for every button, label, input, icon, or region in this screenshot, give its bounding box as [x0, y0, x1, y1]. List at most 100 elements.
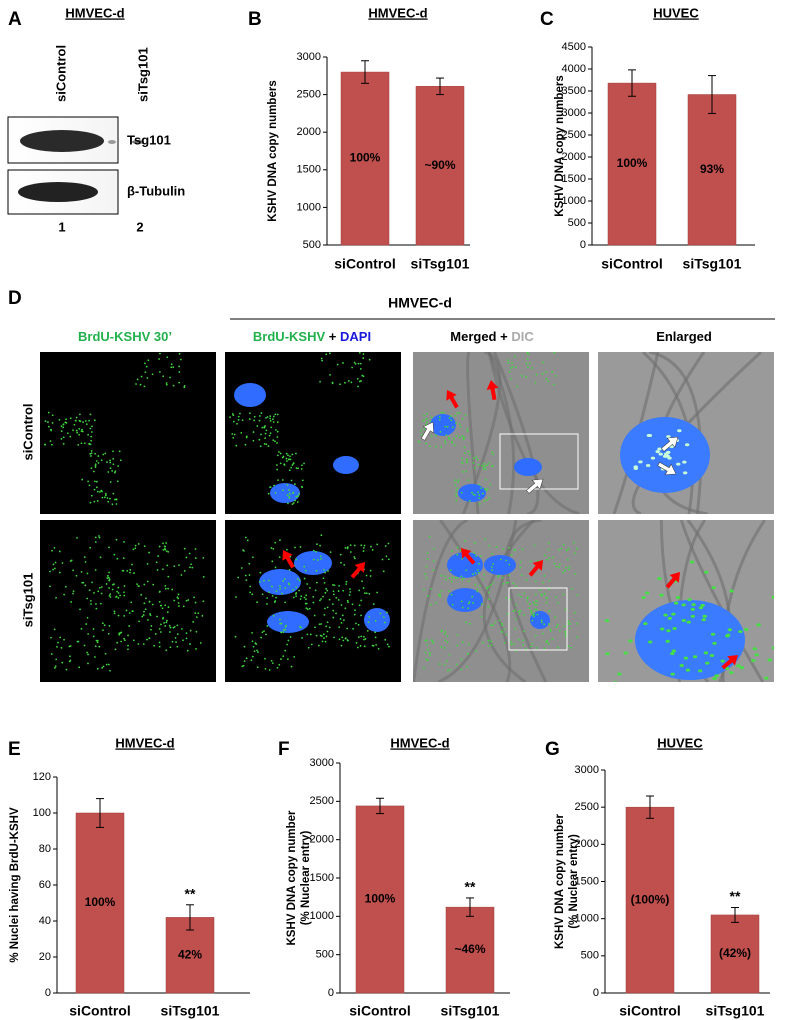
nucleus	[294, 551, 332, 575]
bar	[340, 71, 390, 246]
virus-dot	[771, 595, 774, 599]
virus-dot	[545, 601, 548, 604]
virus-dot	[281, 592, 283, 595]
virus-dot	[62, 423, 65, 426]
virus-dot	[68, 660, 71, 663]
virus-dot	[467, 653, 470, 655]
virus-dot	[502, 582, 505, 585]
virus-dot	[94, 541, 97, 543]
virus-dot	[463, 452, 466, 455]
virus-dot	[488, 497, 490, 499]
virus-dot	[702, 614, 707, 618]
virus-dot	[576, 594, 579, 597]
virus-dot	[466, 461, 468, 463]
virus-dot	[429, 420, 432, 422]
virus-dot	[279, 452, 282, 455]
virus-dot	[540, 619, 543, 622]
virus-dot	[234, 635, 237, 638]
virus-dot	[455, 499, 458, 502]
virus-dot	[99, 602, 102, 605]
virus-dot	[251, 593, 254, 596]
virus-dot	[70, 601, 73, 603]
virus-dot	[241, 419, 244, 422]
virus-dot	[542, 581, 545, 584]
virus-dot	[473, 467, 476, 469]
virus-dot	[149, 613, 151, 615]
virus-dot	[274, 440, 276, 443]
virus-dot	[341, 636, 344, 639]
virus-dot	[87, 433, 90, 436]
virus-dot	[338, 626, 341, 629]
virus-dot	[613, 681, 618, 682]
virus-dot	[509, 367, 512, 369]
virus-dot	[471, 573, 474, 576]
virus-dot	[478, 502, 481, 505]
virus-dot	[543, 554, 546, 557]
virus-dot	[319, 380, 321, 383]
virus-dot	[100, 489, 103, 492]
virus-dot	[561, 571, 564, 574]
virus-dot	[452, 437, 455, 440]
virus-dot	[294, 483, 296, 485]
virus-dot	[484, 468, 487, 471]
nucleus	[333, 456, 359, 474]
virus-dot	[463, 446, 466, 449]
virus-dot	[514, 603, 517, 606]
virus-dot	[666, 699, 670, 702]
virus-dot	[282, 629, 285, 631]
virus-dot	[468, 580, 470, 583]
virus-dot	[253, 419, 255, 422]
virus-dot	[324, 640, 327, 643]
virus-dot	[172, 384, 175, 387]
virus-dot	[93, 591, 95, 594]
virus-dot	[108, 594, 111, 597]
virus-dot	[729, 589, 734, 593]
virus-dot	[752, 647, 757, 651]
virus-dot	[375, 643, 378, 646]
virus-dot	[199, 642, 202, 644]
y-tick-label: 0	[328, 987, 334, 999]
virus-dot	[276, 666, 279, 669]
virus-dot	[86, 572, 89, 575]
virus-dot	[256, 666, 259, 669]
virus-dot	[425, 565, 428, 568]
panel-letter: B	[248, 9, 262, 30]
virus-dot	[159, 623, 162, 626]
virus-dot	[361, 374, 364, 377]
virus-dot	[49, 585, 51, 588]
micrograph-bg	[40, 520, 216, 682]
virus-dot	[64, 421, 67, 424]
virus-dot	[687, 598, 692, 602]
virus-dot	[276, 421, 279, 424]
virus-dot	[139, 383, 142, 386]
virus-dot	[108, 579, 111, 582]
virus-dot	[488, 585, 491, 588]
arrow-shape	[282, 550, 295, 569]
nucleus	[447, 552, 483, 578]
virus-dot	[298, 493, 300, 495]
arrow	[661, 436, 679, 452]
virus-dot	[564, 608, 567, 611]
virus-dot	[448, 590, 450, 593]
virus-dot	[685, 668, 691, 672]
significance: **	[730, 888, 741, 904]
virus-dot	[444, 639, 447, 642]
virus-dot	[131, 563, 133, 566]
virus-dot	[461, 606, 464, 609]
virus-dot	[116, 480, 119, 483]
virus-dot	[305, 607, 308, 610]
virus-dot	[491, 569, 493, 572]
virus-dot	[248, 574, 251, 576]
virus-dot	[258, 419, 261, 422]
virus-dot	[119, 632, 122, 634]
virus-dot	[358, 380, 361, 383]
virus-dot	[567, 620, 570, 623]
virus-dot	[712, 677, 717, 681]
virus-dot	[127, 644, 129, 647]
arrow	[446, 390, 459, 409]
virus-dot	[564, 630, 567, 633]
micrograph	[413, 520, 589, 682]
virus-dot	[532, 601, 535, 604]
bar-note: ~90%	[424, 158, 455, 172]
virus-dot	[540, 594, 543, 597]
